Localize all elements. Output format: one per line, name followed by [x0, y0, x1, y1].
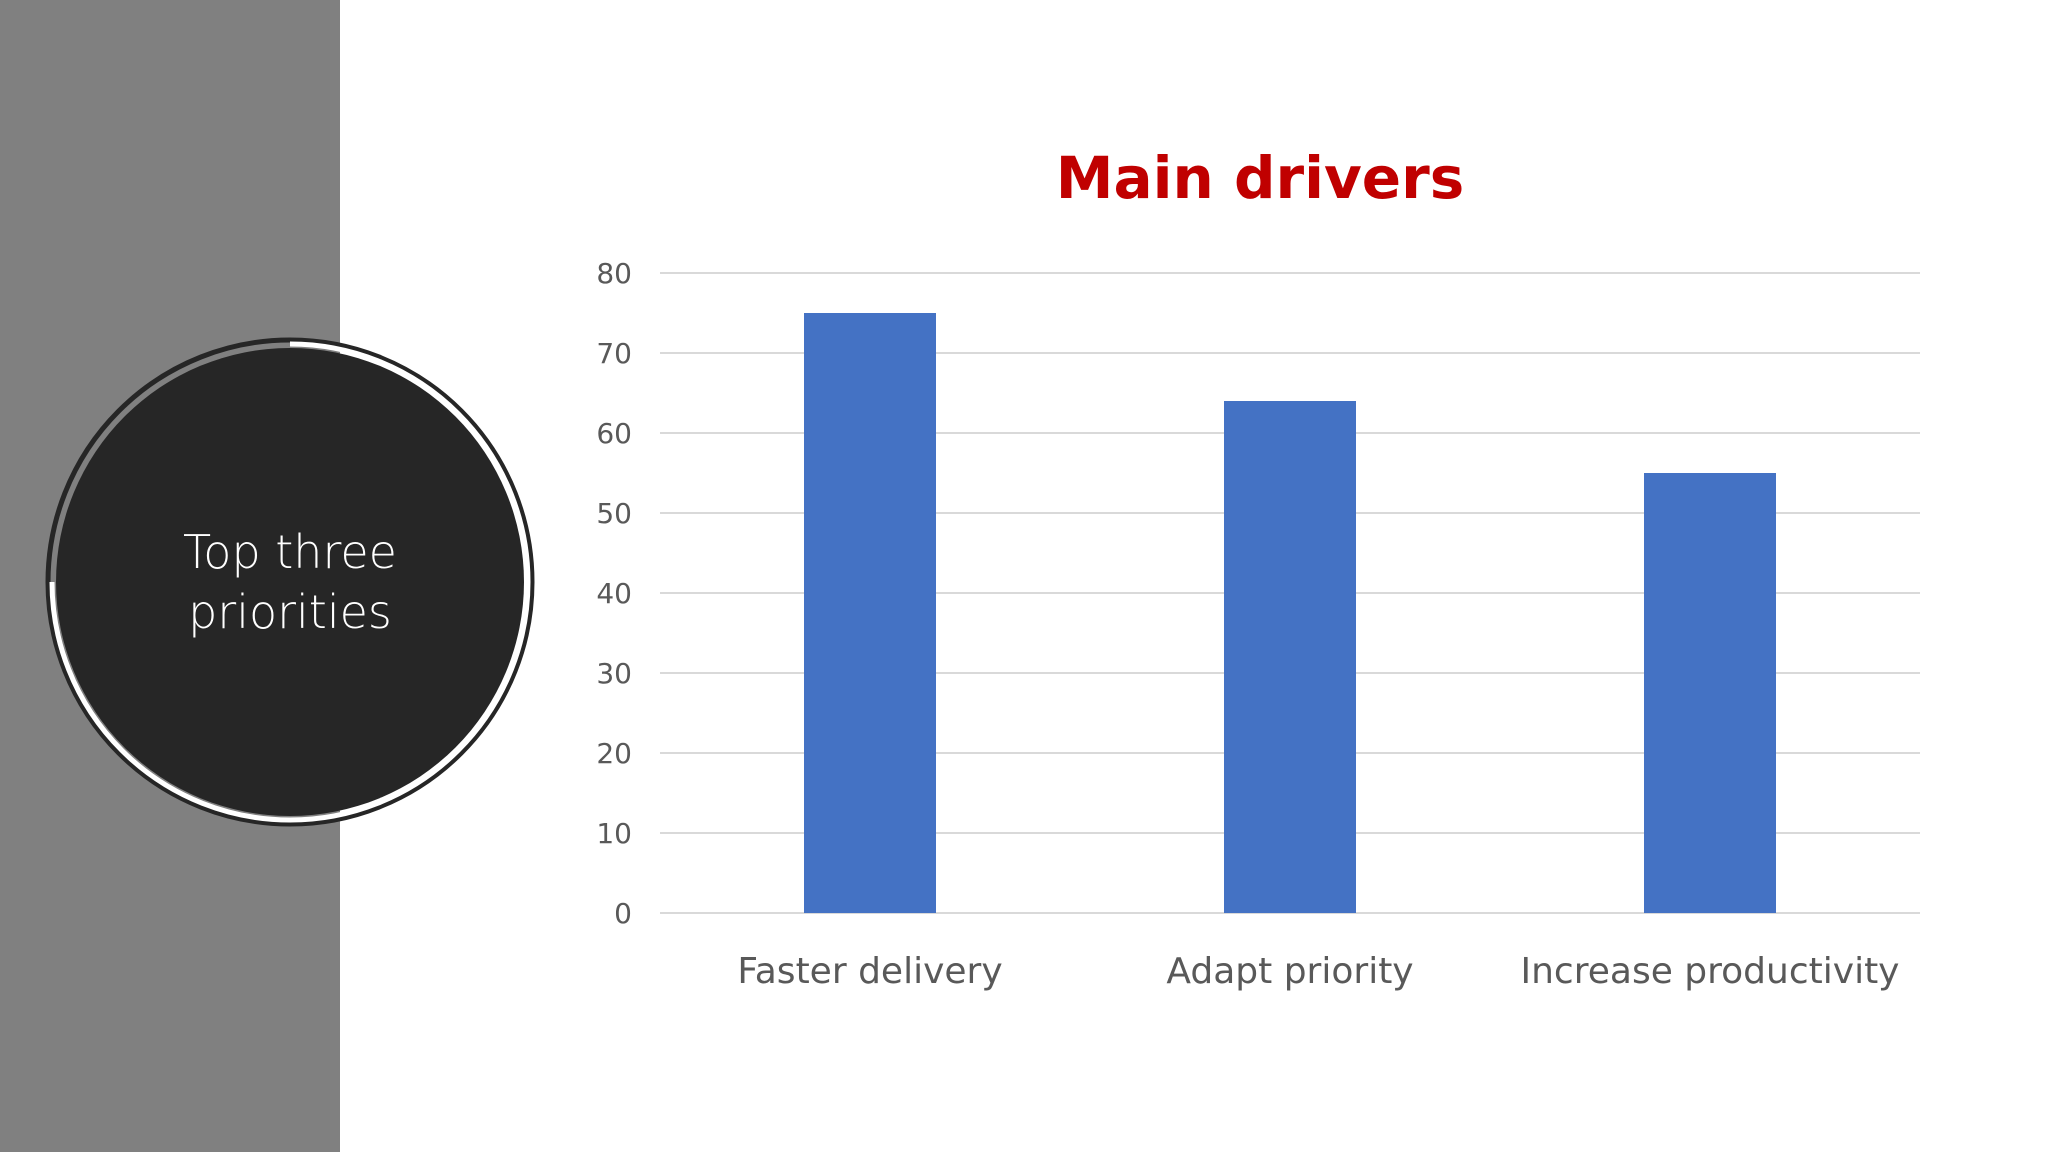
y-tick-label: 20: [596, 737, 632, 770]
x-axis-labels: Faster delivery Adapt priority Increase pr…: [737, 951, 1899, 992]
bar: [1224, 401, 1356, 913]
y-tick-label: 70: [596, 337, 632, 370]
y-tick-label: 60: [596, 417, 632, 450]
y-tick-label: 10: [596, 817, 632, 850]
bar: [1644, 473, 1776, 913]
x-category-label: Increase productivity: [1521, 951, 1900, 992]
bar-chart: Main drivers 0 10 20 30 40 50 60 70 80 Faster de…: [596, 144, 1920, 992]
y-axis-ticks: 0 10 20 30 40 50 60 70 80: [596, 257, 632, 930]
y-tick-label: 80: [596, 257, 632, 290]
x-category-label: Faster delivery: [737, 951, 1002, 992]
bar: [804, 313, 936, 913]
bars: [804, 313, 1776, 913]
y-tick-label: 50: [596, 497, 632, 530]
x-category-label: Adapt priority: [1166, 951, 1413, 992]
priority-circle: [44, 336, 536, 828]
y-tick-label: 0: [614, 897, 632, 930]
y-tick-label: 30: [596, 657, 632, 690]
circle-graphic: [45, 337, 535, 827]
chart-title: Main drivers: [1056, 144, 1465, 212]
circle-label: Top three priorities: [183, 525, 397, 639]
y-tick-label: 40: [596, 577, 632, 610]
